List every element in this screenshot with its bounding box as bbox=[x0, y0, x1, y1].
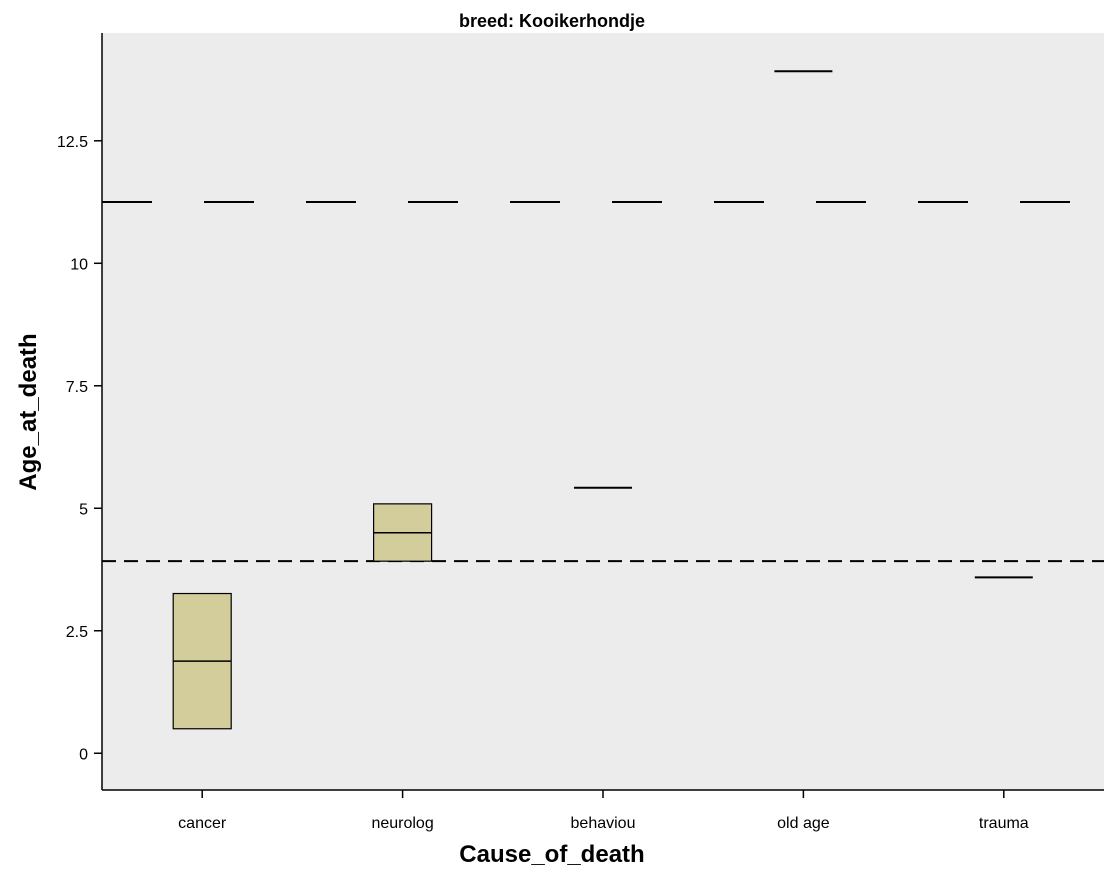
y-tick-label: 7.5 bbox=[66, 379, 88, 396]
x-axis-title: Cause_of_death bbox=[459, 841, 644, 868]
x-tick-label: cancer bbox=[178, 815, 227, 832]
y-tick-label: 0 bbox=[79, 746, 88, 763]
y-tick-label: 10 bbox=[70, 256, 88, 273]
box-neurolog bbox=[373, 503, 433, 562]
box-series bbox=[172, 70, 1033, 730]
reference-lines bbox=[102, 201, 1104, 563]
chart-title: breed: Kooikerhondje bbox=[459, 11, 645, 31]
y-axis-title: Age_at_death bbox=[15, 333, 42, 490]
x-tick-label: old age bbox=[777, 815, 830, 832]
plot-area bbox=[102, 33, 1104, 790]
y-tick-label: 2.5 bbox=[66, 624, 88, 641]
y-axis: 0 2.5 5 7.5 10 12.5 bbox=[57, 33, 103, 790]
y-tick-label: 12.5 bbox=[57, 134, 88, 151]
x-axis: cancer neurolog behaviou old age trauma bbox=[102, 789, 1104, 832]
y-tick-label: 5 bbox=[79, 501, 88, 518]
x-tick-label: neurolog bbox=[371, 815, 433, 832]
box-cancer bbox=[172, 592, 232, 730]
x-tick-label: behaviou bbox=[571, 815, 636, 832]
x-tick-label: trauma bbox=[979, 815, 1029, 832]
